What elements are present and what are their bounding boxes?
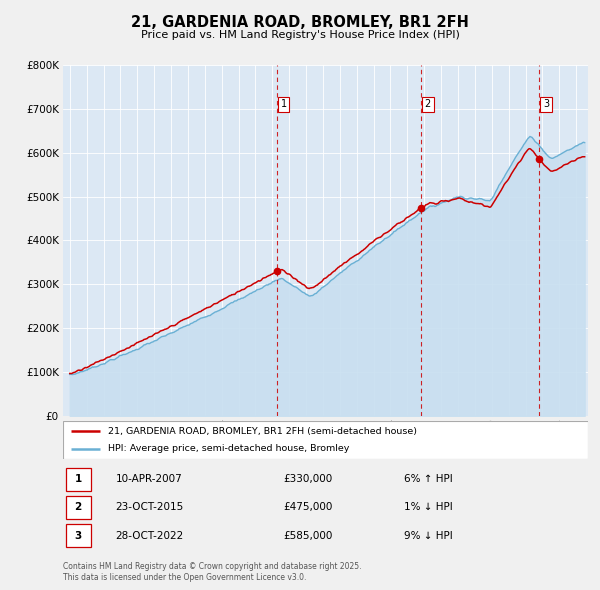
Text: 1: 1 (74, 474, 82, 484)
Text: 1: 1 (281, 99, 287, 109)
Text: £585,000: £585,000 (284, 531, 333, 540)
Text: £330,000: £330,000 (284, 474, 333, 484)
Text: HPI: Average price, semi-detached house, Bromley: HPI: Average price, semi-detached house,… (107, 444, 349, 453)
Text: 2: 2 (425, 99, 431, 109)
Text: 28-OCT-2022: 28-OCT-2022 (115, 531, 184, 540)
Text: 9% ↓ HPI: 9% ↓ HPI (404, 531, 453, 540)
FancyBboxPatch shape (65, 496, 91, 519)
Text: 3: 3 (74, 531, 82, 540)
Text: 2: 2 (74, 503, 82, 512)
Text: 21, GARDENIA ROAD, BROMLEY, BR1 2FH (semi-detached house): 21, GARDENIA ROAD, BROMLEY, BR1 2FH (sem… (107, 427, 416, 435)
FancyBboxPatch shape (65, 525, 91, 548)
Text: 21, GARDENIA ROAD, BROMLEY, BR1 2FH: 21, GARDENIA ROAD, BROMLEY, BR1 2FH (131, 15, 469, 30)
Text: 6% ↑ HPI: 6% ↑ HPI (404, 474, 453, 484)
Text: 10-APR-2007: 10-APR-2007 (115, 474, 182, 484)
Text: Contains HM Land Registry data © Crown copyright and database right 2025.: Contains HM Land Registry data © Crown c… (63, 562, 361, 571)
Text: 1% ↓ HPI: 1% ↓ HPI (404, 503, 453, 512)
Text: Price paid vs. HM Land Registry's House Price Index (HPI): Price paid vs. HM Land Registry's House … (140, 31, 460, 40)
Text: 23-OCT-2015: 23-OCT-2015 (115, 503, 184, 512)
Text: 3: 3 (543, 99, 549, 109)
Text: £475,000: £475,000 (284, 503, 333, 512)
Text: This data is licensed under the Open Government Licence v3.0.: This data is licensed under the Open Gov… (63, 572, 307, 582)
FancyBboxPatch shape (65, 467, 91, 491)
